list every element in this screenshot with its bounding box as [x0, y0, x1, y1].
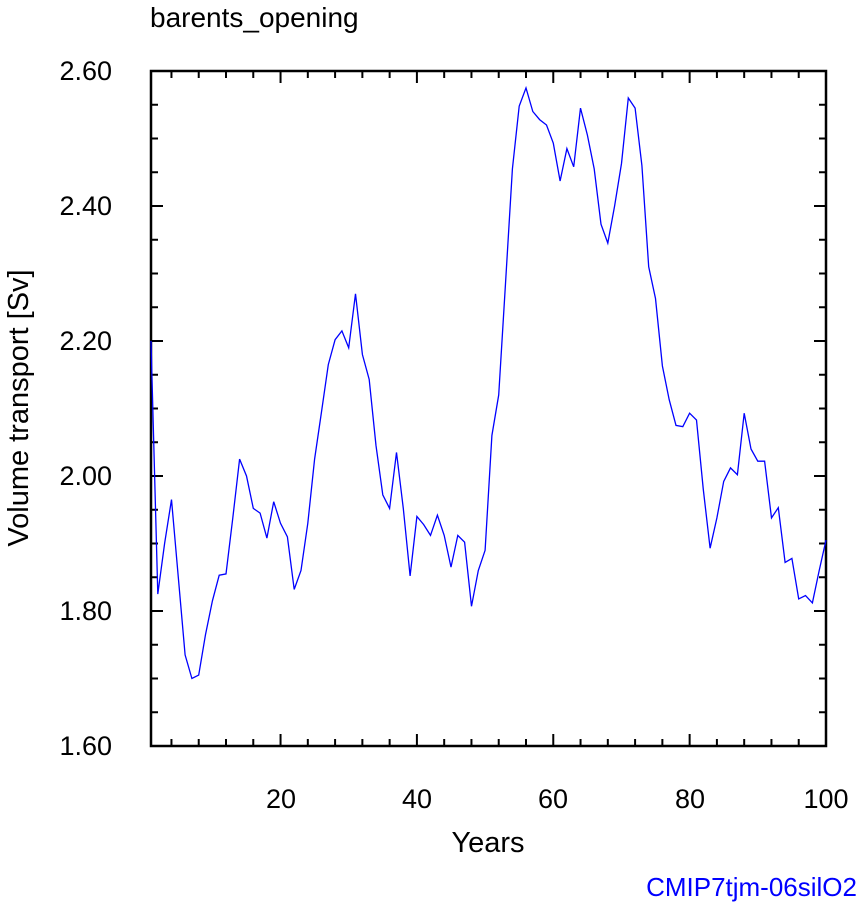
x-tick-label: 100	[803, 784, 848, 814]
y-tick-label: 2.00	[59, 461, 112, 491]
plot-frame	[149, 69, 828, 748]
minor-ticks	[151, 71, 826, 746]
chart-title: barents_opening	[150, 2, 359, 33]
y-tick-label: 2.40	[59, 191, 112, 221]
y-tick-label: 2.20	[59, 326, 112, 356]
y-tick-label: 1.80	[59, 596, 112, 626]
major-ticks	[151, 70, 827, 747]
x-tick-label: 60	[538, 784, 568, 814]
x-tick-label: 20	[266, 784, 296, 814]
series-line	[150, 85, 827, 680]
x-tick-label: 40	[402, 784, 432, 814]
y-tick-label: 1.60	[59, 731, 112, 761]
model-credit-label: CMIP7tjm-06silO2	[646, 872, 857, 902]
y-axis-label: Volume transport [Sv]	[3, 269, 35, 546]
x-axis-label: Years	[451, 827, 524, 859]
y-tick-label: 2.60	[59, 56, 112, 86]
x-tick-label: 80	[675, 784, 705, 814]
